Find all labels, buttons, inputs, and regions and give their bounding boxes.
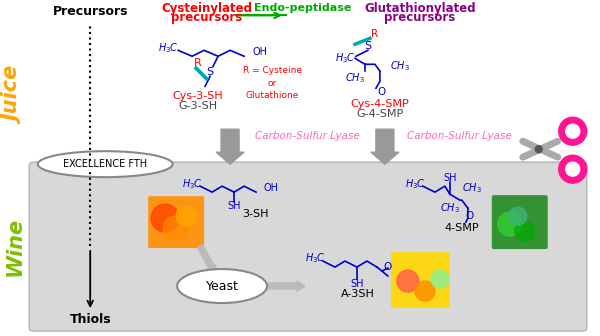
Text: $H_3C$: $H_3C$: [158, 41, 179, 55]
FancyBboxPatch shape: [492, 195, 548, 249]
Text: Cys-4-SMP: Cys-4-SMP: [350, 99, 409, 109]
Text: precursors: precursors: [384, 11, 455, 24]
Text: $CH_3$: $CH_3$: [390, 59, 410, 73]
FancyArrow shape: [267, 281, 305, 291]
Text: $CH_3$: $CH_3$: [462, 181, 482, 195]
Text: O: O: [466, 211, 474, 221]
Circle shape: [431, 270, 449, 288]
Text: Juice: Juice: [4, 68, 24, 124]
Circle shape: [415, 281, 435, 301]
Text: $H_3C$: $H_3C$: [335, 51, 355, 65]
Text: G-3-SH: G-3-SH: [179, 101, 218, 111]
Text: $H_3C$: $H_3C$: [305, 251, 325, 265]
Circle shape: [566, 124, 580, 138]
Circle shape: [176, 206, 196, 226]
Text: OH: OH: [263, 183, 278, 193]
FancyBboxPatch shape: [148, 196, 204, 248]
Circle shape: [559, 117, 587, 145]
Text: G-4-SMP: G-4-SMP: [356, 109, 404, 119]
Text: $CH_3$: $CH_3$: [345, 71, 365, 85]
Text: Cys-3-SH: Cys-3-SH: [173, 91, 223, 101]
Circle shape: [535, 146, 542, 153]
FancyArrow shape: [216, 129, 244, 164]
Text: $CH_3$: $CH_3$: [440, 201, 460, 215]
Text: precursors: precursors: [172, 11, 243, 24]
Text: Carbon-Sulfur Lyase: Carbon-Sulfur Lyase: [407, 131, 512, 141]
Circle shape: [559, 155, 587, 183]
Circle shape: [163, 216, 187, 240]
Text: Carbon-Sulfur Lyase: Carbon-Sulfur Lyase: [254, 131, 359, 141]
Circle shape: [509, 207, 527, 225]
Ellipse shape: [177, 269, 267, 303]
Text: Glutathionylated: Glutathionylated: [364, 2, 476, 15]
Text: Yeast: Yeast: [206, 280, 239, 293]
Ellipse shape: [38, 151, 173, 177]
Text: R = Cysteine
or
Glutathione: R = Cysteine or Glutathione: [242, 66, 302, 100]
Text: 3-SH: 3-SH: [242, 209, 268, 219]
Text: Precursors: Precursors: [52, 5, 128, 18]
Text: Cysteinylated: Cysteinylated: [161, 2, 253, 15]
Text: R: R: [371, 29, 379, 39]
Text: $H_3C$: $H_3C$: [404, 177, 425, 191]
Text: 4-SMP: 4-SMP: [445, 223, 479, 233]
Text: O: O: [378, 87, 386, 97]
Text: S: S: [364, 41, 371, 51]
Text: OH: OH: [252, 47, 267, 57]
Text: $H_3C$: $H_3C$: [182, 177, 202, 191]
Text: SH: SH: [443, 173, 457, 183]
Text: SH: SH: [350, 279, 364, 289]
FancyArrow shape: [197, 245, 216, 274]
Text: Wine: Wine: [4, 216, 24, 276]
Circle shape: [498, 212, 522, 236]
Circle shape: [151, 204, 179, 232]
Text: O: O: [384, 262, 392, 272]
Text: Thiols: Thiols: [70, 312, 111, 326]
FancyArrow shape: [371, 129, 399, 164]
Circle shape: [515, 221, 535, 241]
Circle shape: [397, 270, 419, 292]
Text: R: R: [194, 58, 202, 68]
Text: Endo-peptidase: Endo-peptidase: [254, 3, 352, 13]
Text: SH: SH: [227, 201, 241, 211]
FancyBboxPatch shape: [391, 252, 450, 308]
Text: A-3SH: A-3SH: [341, 289, 375, 299]
Text: EXCELLENCE FTH: EXCELLENCE FTH: [63, 159, 147, 169]
Text: S: S: [206, 67, 214, 77]
Circle shape: [566, 162, 580, 176]
FancyBboxPatch shape: [29, 162, 587, 331]
